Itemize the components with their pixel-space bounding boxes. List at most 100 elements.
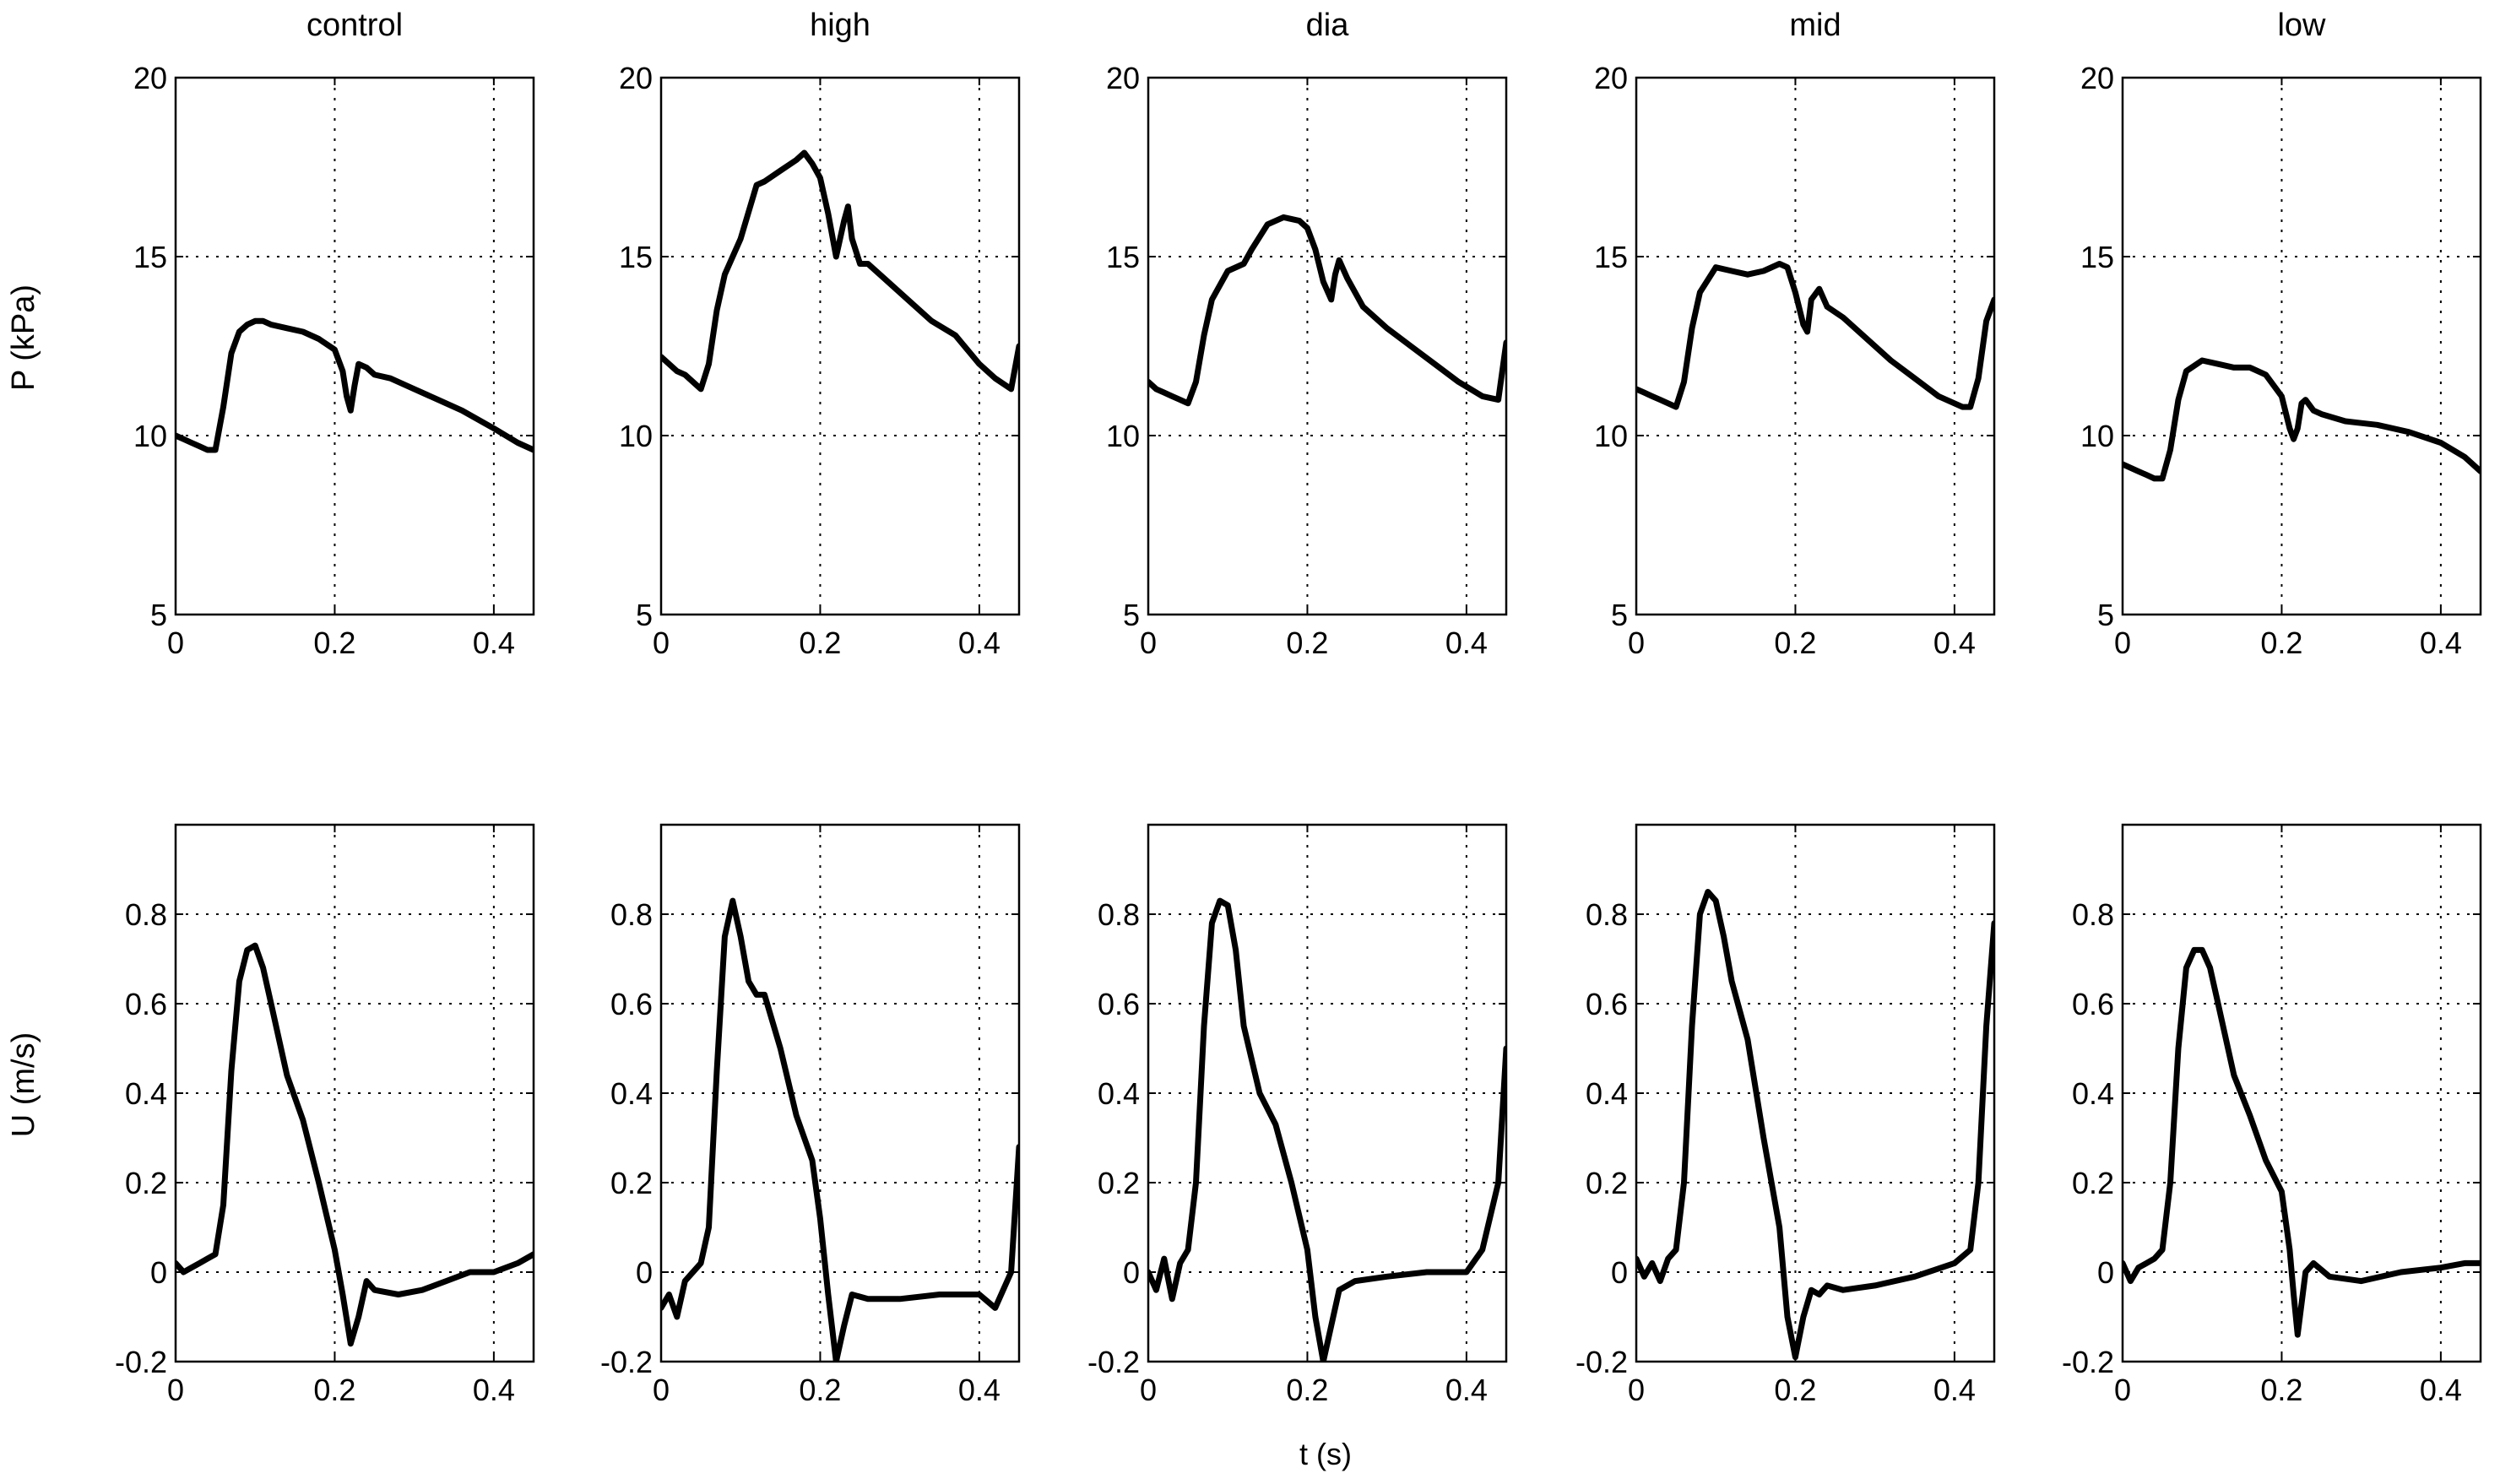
x-axis-label: t (s): [1299, 1437, 1352, 1471]
mid-p-ytick-label: 10: [1594, 419, 1628, 453]
mid-p-xtick-label: 0.4: [1933, 626, 1976, 660]
low-p-xtick-label: 0: [2114, 626, 2131, 660]
dia-p-xtick-label: 0.4: [1445, 626, 1488, 660]
high-p-ytick-label: 15: [619, 240, 653, 274]
low-u-xtick-label: 0: [2114, 1373, 2131, 1407]
low-p-panel: 0 0.2 0.4 5 10 15 20 low: [2080, 8, 2482, 660]
control-p-ytick-label: 10: [133, 419, 167, 453]
dia-p-ytick-label: 10: [1106, 419, 1140, 453]
high-p-ytick-label: 10: [619, 419, 653, 453]
low-u-panel: 0 0.2 0.4-0.200.20.40.60.8: [2062, 823, 2482, 1407]
control-u-ytick-label: 0: [150, 1255, 167, 1290]
control-p-xtick-label: 0.2: [313, 626, 355, 660]
mid-u-xtick-label: 0.4: [1933, 1373, 1976, 1407]
mid-u-ytick-label: 0: [1611, 1255, 1628, 1290]
dia-p-title: dia: [1306, 8, 1350, 43]
high-p-ytick-label: 5: [636, 598, 653, 632]
control-p-title: control: [306, 8, 403, 43]
mid-p-ytick-label: 5: [1611, 598, 1628, 632]
mid-u-ytick-label: -0.2: [1575, 1345, 1628, 1379]
control-u-series-line: [176, 942, 534, 1347]
high-p-panel: 0 0.2 0.4 5 10 15 20 high: [619, 8, 1021, 660]
mid-u-xtick-label: 0.2: [1774, 1373, 1816, 1407]
control-p-ylabel: P (kPa): [6, 284, 41, 391]
dia-p-panel: 0 0.2 0.4 5 10 15 20 dia: [1106, 8, 1508, 660]
control-p-series-line: [176, 317, 534, 453]
mid-u-ytick-label: 0.8: [1586, 897, 1628, 932]
high-u-ytick-label: 0.6: [610, 987, 653, 1021]
mid-u-xtick-label: 0: [1628, 1373, 1645, 1407]
low-p-title: low: [2277, 8, 2326, 43]
control-p-ytick-label: 5: [150, 598, 167, 632]
control-u-xtick-label: 0.4: [473, 1373, 515, 1407]
high-p-xtick-label: 0.4: [958, 626, 1001, 660]
control-p-axes-box: [174, 76, 535, 616]
dia-u-ytick-label: 0.4: [1098, 1076, 1140, 1111]
low-u-ytick-label: 0.6: [2072, 987, 2114, 1021]
mid-p-axes-box: [1635, 76, 1996, 616]
control-u-ytick-label: 0.6: [125, 987, 167, 1021]
low-p-ytick-label: 10: [2080, 419, 2114, 453]
dia-u-ytick-label: 0.6: [1098, 987, 1140, 1021]
dia-u-ytick-label: 0: [1123, 1255, 1140, 1290]
dia-u-ytick-label: 0.8: [1098, 897, 1140, 932]
mid-p-xtick-label: 0.2: [1774, 626, 1816, 660]
high-p-series-line: [661, 149, 1019, 393]
low-u-ytick-label: 0.2: [2072, 1166, 2114, 1200]
high-p-xtick-label: 0.2: [799, 626, 841, 660]
dia-p-ytick-label: 20: [1106, 61, 1140, 95]
low-u-ytick-label: 0.8: [2072, 897, 2114, 932]
control-u-panel: 0 0.2 0.4-0.200.20.40.60.8U (m/s): [6, 823, 535, 1407]
high-u-ytick-label: 0: [636, 1255, 653, 1290]
low-p-ytick-label: 20: [2080, 61, 2114, 95]
high-u-ytick-label: 0.4: [610, 1076, 653, 1111]
high-p-title: high: [810, 8, 870, 43]
low-u-ytick-label: 0.4: [2072, 1076, 2114, 1111]
high-u-ytick-label: -0.2: [600, 1345, 653, 1379]
control-u-ytick-label: -0.2: [115, 1345, 167, 1379]
panels-layer: 0 0.2 0.4 5 10 15 20 control P (kPa) 0 0.2 0.4 5 10 15…: [6, 8, 2482, 1407]
dia-p-xtick-label: 0: [1140, 626, 1157, 660]
control-u-ytick-label: 0.4: [125, 1076, 167, 1111]
dia-u-ytick-label: -0.2: [1087, 1345, 1140, 1379]
dia-p-ytick-label: 5: [1123, 598, 1140, 632]
mid-p-xtick-label: 0: [1628, 626, 1645, 660]
mid-p-ytick-label: 15: [1594, 240, 1628, 274]
low-u-xtick-label: 0.2: [2260, 1373, 2302, 1407]
mid-p-ytick-label: 20: [1594, 61, 1628, 95]
low-p-axes-box: [2121, 76, 2482, 616]
high-u-panel: 0 0.2 0.4-0.200.20.40.60.8: [600, 823, 1021, 1407]
high-u-ytick-label: 0.2: [610, 1166, 653, 1200]
dia-u-xtick-label: 0: [1140, 1373, 1157, 1407]
mid-p-series-line: [1636, 261, 1994, 410]
low-p-xtick-label: 0.2: [2260, 626, 2302, 660]
dia-u-series-line: [1148, 897, 1506, 1362]
low-u-series-line: [2123, 946, 2481, 1338]
dia-u-panel: 0 0.2 0.4-0.200.20.40.60.8: [1087, 823, 1508, 1407]
low-p-ytick-label: 5: [2097, 598, 2114, 632]
mid-p-panel: 0 0.2 0.4 5 10 15 20 mid: [1594, 8, 1996, 660]
low-p-ytick-label: 15: [2080, 240, 2114, 274]
dia-p-xtick-label: 0.2: [1286, 626, 1328, 660]
control-u-ylabel: U (m/s): [6, 1032, 41, 1138]
control-p-xtick-label: 0.4: [473, 626, 515, 660]
mid-u-series-line: [1636, 889, 1994, 1361]
mid-u-ytick-label: 0.6: [1586, 987, 1628, 1021]
high-u-xtick-label: 0.2: [799, 1373, 841, 1407]
dia-u-xtick-label: 0.4: [1445, 1373, 1488, 1407]
control-u-xtick-label: 0: [167, 1373, 184, 1407]
low-p-series-line: [2123, 357, 2481, 482]
control-p-ytick-label: 20: [133, 61, 167, 95]
high-u-series-line: [661, 897, 1019, 1362]
control-p-ytick-label: 15: [133, 240, 167, 274]
high-p-ytick-label: 20: [619, 61, 653, 95]
dia-p-series-line: [1148, 214, 1506, 407]
control-u-ytick-label: 0.2: [125, 1166, 167, 1200]
high-u-xtick-label: 0.4: [958, 1373, 1001, 1407]
dia-u-ytick-label: 0.2: [1098, 1166, 1140, 1200]
control-u-ytick-label: 0.8: [125, 897, 167, 932]
low-p-xtick-label: 0.4: [2420, 626, 2462, 660]
dia-p-ytick-label: 15: [1106, 240, 1140, 274]
dia-u-xtick-label: 0.2: [1286, 1373, 1328, 1407]
low-u-ytick-label: 0: [2097, 1255, 2114, 1290]
